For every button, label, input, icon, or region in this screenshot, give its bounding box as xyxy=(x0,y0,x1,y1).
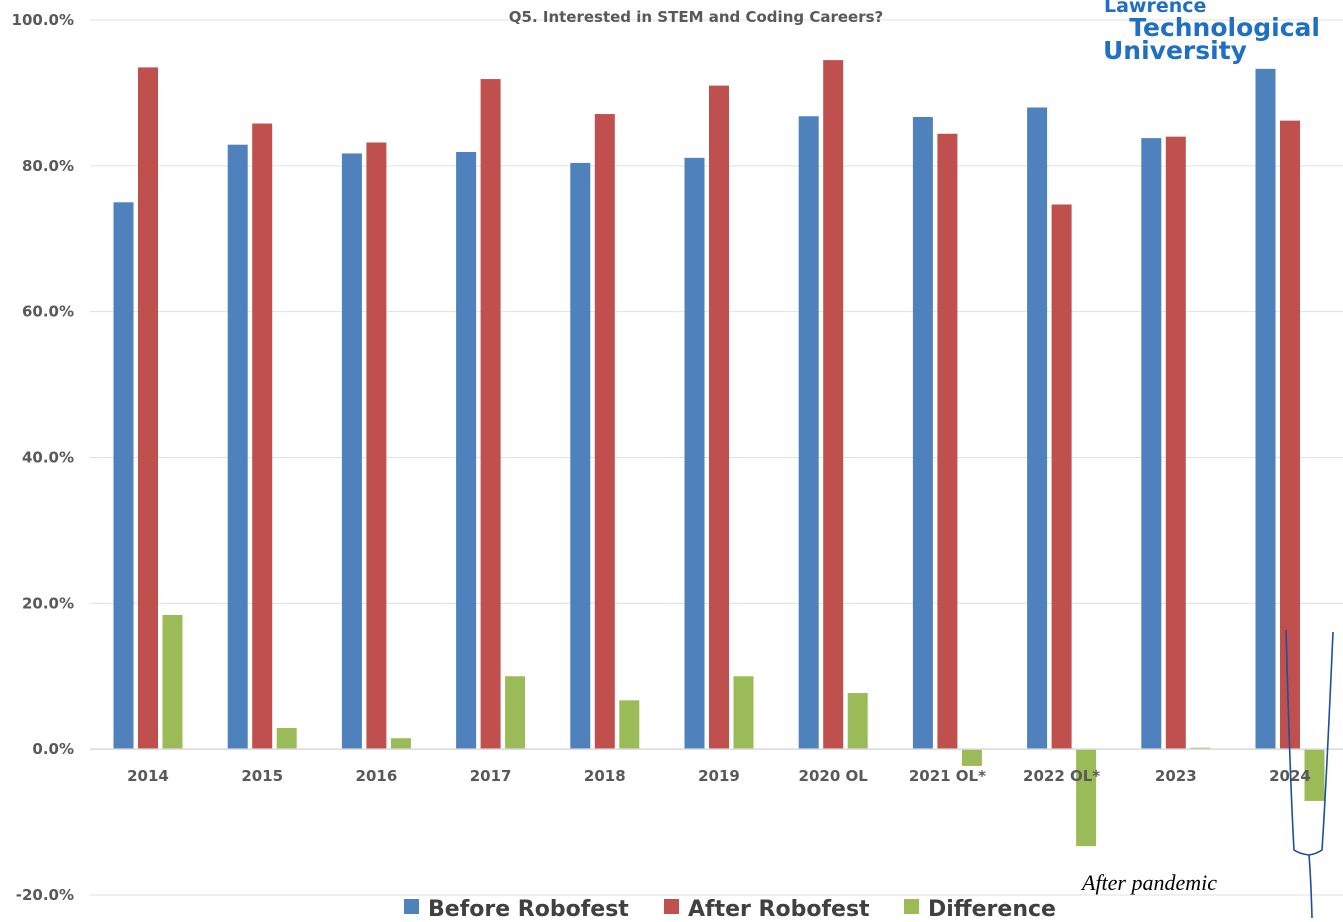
y-tick-label: 40.0% xyxy=(22,449,74,467)
bar-before xyxy=(912,116,933,750)
bar-after xyxy=(709,85,729,750)
x-category-label: 2014 xyxy=(127,767,169,785)
bar-before xyxy=(227,144,248,750)
bar-before xyxy=(341,153,362,750)
x-category-label: 2022 OL* xyxy=(1023,767,1100,785)
bar-before xyxy=(1027,107,1048,750)
y-tick-label: 100.0% xyxy=(12,11,74,29)
bar-difference xyxy=(162,615,183,750)
x-category-label: 2023 xyxy=(1155,767,1197,785)
bar-difference xyxy=(619,700,640,750)
bar-after xyxy=(1165,136,1186,750)
y-tick-label: 0.0% xyxy=(32,740,74,758)
y-tick-label: 20.0% xyxy=(22,594,74,612)
x-category-label: 2015 xyxy=(241,767,283,785)
university-logo: Lawrence Technological University xyxy=(1103,0,1320,65)
bar-difference xyxy=(733,676,754,750)
bar-after xyxy=(1051,204,1072,750)
x-category-label: 2020 OL xyxy=(799,767,869,785)
x-category-label: 2017 xyxy=(470,767,512,785)
bar-after xyxy=(480,79,501,750)
legend: Before Robofest After Robofest Difference xyxy=(404,897,1056,922)
y-tick-label: 80.0% xyxy=(22,157,74,175)
chart-title: Q5. Interested in STEM and Coding Career… xyxy=(509,8,883,26)
bar-before xyxy=(570,162,591,750)
annotation-brace xyxy=(1285,629,1334,919)
legend-label-after: After Robofest xyxy=(688,897,870,922)
bar-difference xyxy=(847,693,868,750)
logo-line-3: University xyxy=(1103,36,1247,65)
bars xyxy=(113,60,1325,847)
bar-before xyxy=(456,151,477,750)
bar-after xyxy=(366,142,387,750)
bar-after xyxy=(594,114,615,750)
x-category-label: 2019 xyxy=(698,767,740,785)
bar-difference xyxy=(276,728,297,750)
bar-before xyxy=(798,116,819,750)
bar-difference xyxy=(1076,749,1097,847)
x-category-label: 2016 xyxy=(356,767,398,785)
bar-after xyxy=(823,60,844,750)
legend-label-before: Before Robofest xyxy=(428,897,629,922)
logo-line-2: Technological xyxy=(1129,13,1320,42)
bar-before xyxy=(684,157,705,750)
annotation-after-pandemic: After pandemic xyxy=(1080,870,1217,895)
x-category-label: 2018 xyxy=(584,767,626,785)
legend-swatch-before xyxy=(404,899,419,914)
bar-after xyxy=(252,123,273,750)
bar-difference xyxy=(1304,749,1325,801)
y-tick-label: 60.0% xyxy=(22,303,74,321)
logo-line-1: Lawrence xyxy=(1104,0,1206,17)
y-tick-label: -20.0% xyxy=(16,886,74,904)
legend-swatch-difference xyxy=(904,899,919,914)
bar-before xyxy=(113,202,134,750)
legend-swatch-after xyxy=(664,899,679,914)
bar-difference xyxy=(505,676,526,750)
bar-before xyxy=(1141,138,1162,750)
bar-difference xyxy=(961,749,982,766)
bar-after xyxy=(138,67,158,750)
bar-difference xyxy=(390,738,411,750)
bar-after xyxy=(937,133,958,750)
x-category-label: 2021 OL* xyxy=(909,767,986,785)
bar-after xyxy=(1280,120,1300,750)
legend-label-difference: Difference xyxy=(928,897,1056,922)
y-axis-ticks: 100.0% 80.0% 60.0% 40.0% 20.0% 0.0% -20.0% xyxy=(12,11,74,904)
x-axis-categories: 2014 2015 2016 2017 2018 2019 2020 OL 2021 OL* 2… xyxy=(127,767,1311,785)
bar-before xyxy=(1255,68,1276,750)
